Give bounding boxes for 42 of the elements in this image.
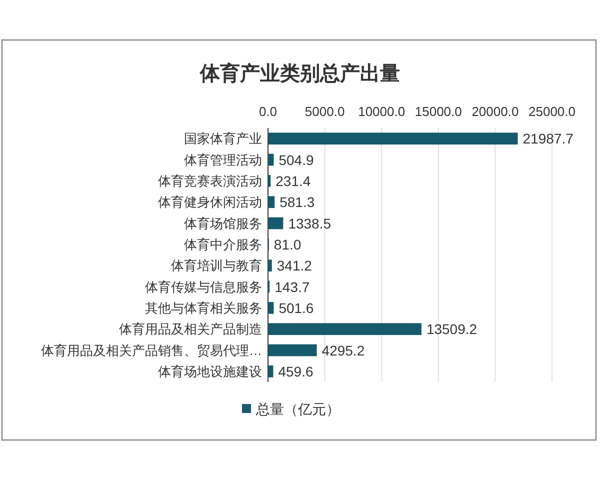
- y-tick-label: 体育管理活动: [184, 152, 262, 168]
- bar: [268, 196, 275, 208]
- data-label: 504.9: [278, 152, 314, 168]
- data-label: 231.4: [276, 172, 311, 189]
- bar: [268, 217, 284, 230]
- data-label: 13509.2: [426, 321, 478, 338]
- y-tick-label: 国家体育产业: [184, 131, 262, 146]
- data-label: 581.3: [280, 194, 315, 210]
- y-tick-label: 体育传媒与信息服务: [145, 279, 262, 294]
- data-label: 21987.7: [522, 130, 574, 147]
- x-tick-label: 15000.0: [414, 104, 462, 119]
- bar: [268, 174, 271, 187]
- bar: [268, 260, 272, 272]
- bar: [268, 344, 317, 356]
- bar: [268, 132, 518, 145]
- y-tick-label: 体育场馆服务: [184, 216, 262, 231]
- x-tick-label: 25000.0: [528, 104, 576, 119]
- y-tick-label: 体育用品及相关产品销售、贸易代理…: [41, 342, 262, 358]
- bar: [268, 302, 274, 314]
- y-tick-label: 体育场地设施建设: [158, 364, 262, 379]
- y-tick-label: 体育健身休闲活动: [158, 194, 262, 210]
- data-label: 81.0: [274, 236, 302, 252]
- bar: [268, 323, 422, 336]
- legend-label: 总量（亿元）: [255, 401, 340, 417]
- y-tick-label: 其他与体育相关服务: [145, 300, 262, 316]
- bar: [268, 365, 274, 378]
- x-tick-label: 0.0: [258, 104, 278, 119]
- bar: [268, 154, 274, 166]
- x-tick-label: 5000.0: [304, 104, 345, 119]
- y-tick-label: 体育中介服务: [184, 236, 262, 252]
- y-tick-label: 体育用品及相关产品制造: [119, 322, 262, 337]
- data-label: 4295.2: [322, 342, 365, 358]
- data-label: 143.7: [274, 278, 310, 295]
- y-tick-label: 体育竞赛表演活动: [158, 173, 262, 188]
- x-tick-label: 20000.0: [472, 104, 519, 119]
- data-label: 1338.5: [288, 215, 332, 232]
- data-label: 341.2: [276, 258, 312, 274]
- data-label: 501.6: [278, 300, 314, 316]
- x-tick-label: 10000.0: [358, 104, 406, 119]
- data-label: 459.6: [278, 363, 314, 380]
- y-tick-label: 体育培训与教育: [171, 258, 262, 274]
- chart-title: 体育产业类别总产出量: [199, 62, 400, 85]
